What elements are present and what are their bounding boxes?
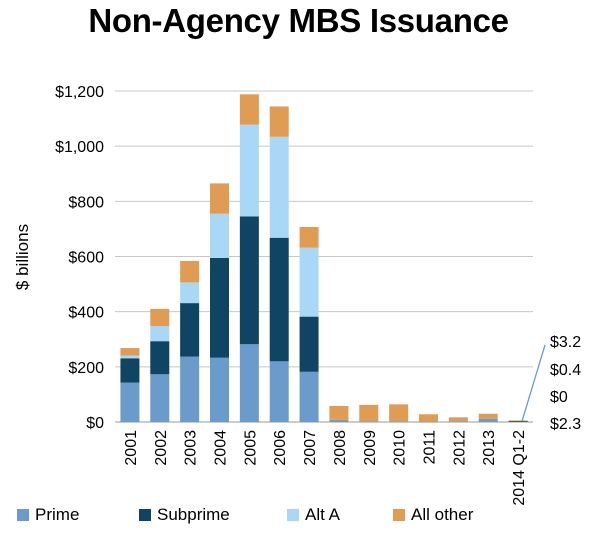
legend-swatch-alt-a [287, 509, 299, 521]
legend-label-all-other: All other [411, 505, 474, 524]
bar-alt-a [150, 326, 170, 342]
y-tick-label: $600 [68, 250, 104, 267]
legend-item-alt-a: Alt A [287, 504, 340, 526]
x-tick-label: 2007 [302, 430, 319, 466]
annotation-leader-line [521, 344, 546, 422]
legend-label-alt-a: Alt A [305, 505, 340, 524]
x-tick-label: 2011 [422, 430, 439, 465]
bar-subprime [239, 216, 259, 345]
x-tick-label: 2002 [153, 430, 170, 466]
annotations: $3.2 $0.4 $0 $2.3 [521, 334, 581, 433]
y-tick-label: $800 [68, 194, 104, 211]
bar-alt-a [120, 355, 140, 359]
bar-alt-a [180, 282, 200, 304]
x-tick-label: 2010 [392, 430, 409, 466]
y-axis-label: $ billions [13, 224, 32, 290]
bar-prime [180, 356, 200, 422]
bar-prime [239, 344, 259, 422]
bar-all-other [210, 183, 229, 214]
bar-all-other [419, 414, 438, 422]
x-tick-label: 2005 [242, 430, 259, 466]
x-tick-label: 2014 Q1-2 [511, 430, 528, 506]
bar-all-other [120, 348, 140, 356]
bar-alt-a [210, 213, 229, 258]
x-tick-label: 2009 [362, 430, 379, 466]
bar-subprime [180, 303, 200, 357]
bar-alt-a [299, 247, 319, 317]
bar-all-other [150, 308, 170, 327]
bar-all-other [478, 413, 498, 419]
annotation-label: $2.3 [550, 416, 581, 433]
legend-swatch-subprime [139, 509, 151, 521]
bar-prime [478, 418, 498, 422]
annotation-label: $0 [550, 389, 568, 406]
bar-all-other [239, 94, 259, 125]
y-tick-label: $1,200 [55, 84, 104, 101]
legend-swatch-prime [17, 509, 29, 521]
bar-subprime [269, 237, 289, 362]
bar-all-other [448, 417, 468, 422]
y-tick-labels: $0 $200 $400 $600 $800 $1,000 $1,200 [55, 84, 104, 432]
bar-prime [359, 421, 379, 423]
bar-all-other [359, 404, 379, 422]
legend-swatch-all-other [393, 509, 405, 521]
bar-subprime [150, 341, 170, 375]
bar-subprime [299, 316, 319, 372]
bar-prime [329, 419, 349, 422]
bar-prime [150, 374, 170, 422]
legend-label-subprime: Subprime [157, 505, 230, 524]
x-tick-label: 2013 [481, 430, 498, 466]
bar-all-other [269, 106, 289, 137]
legend-item-all-other: All other [393, 504, 473, 526]
bar-alt-a [269, 136, 289, 238]
bars [120, 94, 528, 423]
bar-all-other [180, 260, 200, 283]
bar-prime [299, 371, 319, 422]
x-tick-label: 2012 [451, 430, 468, 466]
bar-all-other [508, 420, 528, 422]
bar-prime [120, 382, 140, 422]
annotation-label: $3.2 [550, 334, 581, 351]
y-tick-label: $0 [86, 415, 104, 432]
gridlines [115, 90, 533, 423]
y-tick-label: $400 [68, 305, 104, 322]
x-tick-label: 2006 [272, 430, 289, 466]
bar-prime [389, 421, 409, 423]
bar-all-other [389, 404, 409, 422]
x-tick-label: 2004 [213, 430, 230, 466]
legend-item-prime: Prime [17, 504, 79, 526]
bar-prime [419, 421, 438, 423]
bar-subprime [508, 421, 528, 422]
x-tick-label: 2003 [183, 430, 200, 466]
x-tick-label: 2001 [123, 430, 140, 466]
bar-all-other [299, 226, 319, 248]
bar-alt-a [239, 124, 259, 217]
bar-subprime [120, 358, 140, 383]
y-tick-label: $200 [68, 360, 104, 377]
bar-prime [448, 421, 468, 422]
bar-prime [269, 361, 289, 422]
annotation-label: $0.4 [550, 362, 581, 379]
x-tick-label: 2008 [332, 430, 349, 466]
x-tick-labels: 2001 2002 2003 2004 2005 2006 2007 2008 2009 2010… [123, 430, 528, 506]
bar-prime [210, 357, 229, 422]
bar-all-other [329, 406, 349, 420]
legend-item-subprime: Subprime [139, 504, 230, 526]
y-tick-label: $1,000 [55, 139, 104, 156]
chart-title: Non-Agency MBS Issuance [88, 2, 509, 39]
legend-label-prime: Prime [35, 505, 80, 524]
bar-subprime [210, 257, 229, 358]
